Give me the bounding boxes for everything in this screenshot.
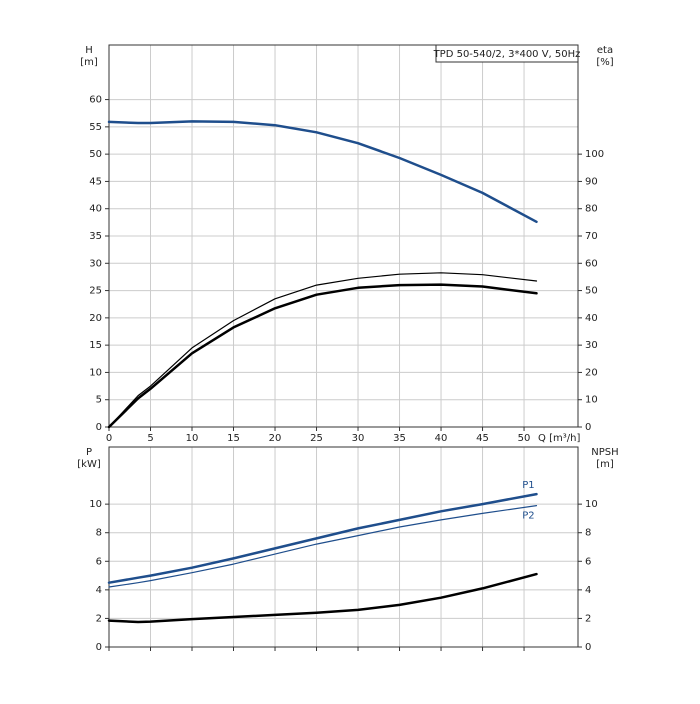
y-tick-label: 10 <box>89 367 102 378</box>
plot-frame <box>108 446 579 648</box>
y2-tick-label: 4 <box>585 585 591 596</box>
y-axis-label: P <box>86 447 92 458</box>
y-axis-label: H <box>85 45 93 56</box>
x-tick-label: 20 <box>269 433 282 444</box>
x-tick-label: 50 <box>518 433 531 444</box>
plot-frame <box>108 44 579 428</box>
y-tick-label: 20 <box>89 313 102 324</box>
y2-axis-unit: [m] <box>596 459 614 470</box>
y2-tick-label: 2 <box>585 613 591 624</box>
y-tick-label: 8 <box>96 528 102 539</box>
y2-tick-label: 50 <box>585 286 598 297</box>
x-tick-label: 35 <box>393 433 406 444</box>
y-axis-unit: [kW] <box>77 459 101 470</box>
y-tick-label: 55 <box>89 122 102 133</box>
y2-axis-label: NPSH <box>591 447 618 458</box>
y-tick-label: 25 <box>89 286 102 297</box>
series-label: P1 <box>522 480 534 491</box>
y-tick-label: 10 <box>89 499 102 510</box>
y-tick-label: 5 <box>96 395 102 406</box>
y2-tick-label: 20 <box>585 367 598 378</box>
plot-area <box>108 446 579 648</box>
y-tick-label: 35 <box>89 231 102 242</box>
curve <box>107 572 538 624</box>
y2-axis-unit: [%] <box>596 57 613 68</box>
y-tick-label: 15 <box>89 340 102 351</box>
curve <box>107 492 538 584</box>
y-tick-label: 4 <box>96 585 102 596</box>
curve <box>107 120 538 224</box>
x-tick-label: 25 <box>310 433 323 444</box>
y-tick-label: 40 <box>89 204 102 215</box>
series-label: P2 <box>522 511 534 522</box>
y2-tick-label: 0 <box>585 422 591 433</box>
x-tick-label: 40 <box>435 433 448 444</box>
y-tick-label: 50 <box>89 149 102 160</box>
y2-axis-label: eta <box>597 45 613 56</box>
y-tick-label: 0 <box>96 642 102 653</box>
y2-tick-label: 10 <box>585 499 598 510</box>
y2-tick-label: 10 <box>585 395 598 406</box>
curve <box>108 272 538 428</box>
x-tick-label: 10 <box>186 433 199 444</box>
y2-tick-label: 100 <box>585 149 604 160</box>
y-tick-label: 0 <box>96 422 102 433</box>
x-tick-label: 45 <box>476 433 489 444</box>
y2-tick-label: 30 <box>585 340 598 351</box>
curve <box>108 505 538 588</box>
x-tick-label: 0 <box>106 433 112 444</box>
y-tick-label: 60 <box>89 95 102 106</box>
x-axis-label: Q [m³/h] <box>538 433 580 444</box>
curve <box>107 283 538 429</box>
x-tick-label: 15 <box>227 433 240 444</box>
y2-tick-label: 40 <box>585 313 598 324</box>
y2-tick-label: 8 <box>585 528 591 539</box>
x-tick-label: 5 <box>147 433 153 444</box>
y-tick-label: 45 <box>89 176 102 187</box>
y2-tick-label: 0 <box>585 642 591 653</box>
chart-title: TPD 50-540/2, 3*400 V, 50Hz <box>433 49 581 60</box>
y2-tick-label: 70 <box>585 231 598 242</box>
y2-tick-label: 80 <box>585 204 598 215</box>
legend-box <box>435 44 579 63</box>
y2-tick-label: 90 <box>585 176 598 187</box>
y2-tick-label: 60 <box>585 258 598 269</box>
y-tick-label: 6 <box>96 556 102 567</box>
y-axis-unit: [m] <box>80 57 98 68</box>
x-tick-label: 30 <box>352 433 365 444</box>
y2-tick-label: 6 <box>585 556 591 567</box>
y-tick-label: 30 <box>89 258 102 269</box>
y-tick-label: 2 <box>96 613 102 624</box>
